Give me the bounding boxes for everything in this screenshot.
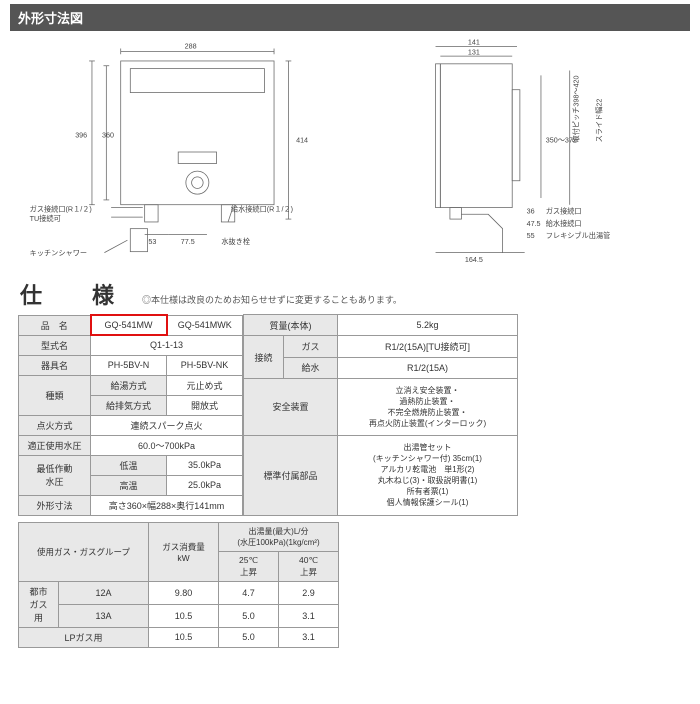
dim-slide: スライド幅22 [594,99,603,143]
cell: 40℃ 上昇 [279,551,339,581]
cell: ガス消費量 kW [149,522,219,581]
cell: ガス [284,336,338,357]
label-water2: 給水接続口 [546,219,582,228]
side-view-diagram: 141 131 350〜372 取付ピッチ398〜420 スライド幅22 36 … [354,37,680,270]
cell: 連続スパーク点火 [91,415,243,435]
cell: 給排気方式 [91,395,167,415]
header-title: 外形寸法図 [18,11,83,26]
dim-396: 396 [75,132,87,140]
spec-title: 仕 様 [20,278,128,310]
cell: 開放式 [167,395,243,415]
dim-36: 36 [527,207,535,215]
label-gas: ガス接続口(R１/２) [30,204,92,213]
cell: 2.9 [279,581,339,604]
dim-53: 53 [148,238,156,246]
label-water: 給水接続口(R１/２) [231,204,293,213]
cell: 5.2kg [338,315,518,336]
dim-47: 47.5 [527,220,541,228]
cell: PH-5BV-N [91,355,167,375]
section-header: 外形寸法図 [10,4,690,31]
dim-77.5: 77.5 [181,238,195,246]
dim-288: 288 [185,43,197,51]
dim-164: 164.5 [465,256,483,264]
cell: 給湯方式 [91,375,167,395]
cell: LPガス用 [19,627,149,647]
cell: R1/2(15A)[TU接続可] [338,336,518,357]
spec-tables: 品 名GQ-541MWGQ-541MWK 型式名Q1-1-13 器具名PH-5B… [0,314,700,648]
dim-55: 55 [527,232,535,240]
cell: 高さ360×幅288×奥行141mm [91,495,243,515]
cell: 10.5 [149,604,219,627]
cell: 60.0〜700kPa [91,435,243,455]
cell: 適正使用水圧 [19,435,91,455]
gas-table: 使用ガス・ガスグループ ガス消費量 kW 出湯量(最大)L/分 (水圧100kP… [18,522,339,648]
cell: PH-5BV-NK [167,355,243,375]
cell: 出湯量(最大)L/分 (水圧100kPa)(1kg/cm²) [219,522,339,551]
cell: 13A [59,604,149,627]
spec-table-left: 品 名GQ-541MWGQ-541MWK 型式名Q1-1-13 器具名PH-5B… [18,314,243,516]
cell: 安全装置 [244,378,338,435]
label-kitchen: キッチンシャワー [30,250,87,258]
cell: 出湯管セット (キッチンシャワー付) 35cm(1) アルカリ乾電池 単1形(2… [338,435,518,515]
cell: 点火方式 [19,415,91,435]
dim-414: 414 [296,136,308,144]
cell: 品 名 [19,315,91,335]
cell: 外形寸法 [19,495,91,515]
dim-pitch: 取付ピッチ398〜420 [571,75,580,142]
cell: R1/2(15A) [338,357,518,378]
cell: 型式名 [19,335,91,355]
dimension-diagrams: 288 396 360 414 53 77.5 ガス接続口(R１/２) TU接続… [0,37,700,270]
cell: 最低作動 水圧 [19,455,91,495]
label-drain: 水抜き栓 [221,237,250,246]
dim-131: 131 [468,48,480,56]
cell: 都市 ガス 用 [19,581,59,627]
dim-141: 141 [468,39,480,47]
cell: 4.7 [219,581,279,604]
cell: 標準付属部品 [244,435,338,515]
label-flex: フレキシブル出湯管 [546,231,611,240]
cell: 器具名 [19,355,91,375]
cell: 質量(本体) [244,315,338,336]
spec-table-right: 質量(本体)5.2kg 接続ガスR1/2(15A)[TU接続可] 給水R1/2(… [243,314,518,516]
label-gas2: ガス接続口 [546,206,582,215]
cell: 3.1 [279,604,339,627]
cell: 低温 [91,455,167,475]
cell: Q1-1-13 [91,335,243,355]
cell: 5.0 [219,627,279,647]
cell: 25.0kPa [167,475,243,495]
front-view-diagram: 288 396 360 414 53 77.5 ガス接続口(R１/２) TU接続… [20,37,346,270]
cell: 使用ガス・ガスグループ [19,522,149,581]
cell: 給水 [284,357,338,378]
label-tu: TU接続可 [30,214,61,223]
cell: 種類 [19,375,91,415]
cell: 立消え安全装置・ 過熱防止装置・ 不完全燃焼防止装置・ 再点火防止装置(インター… [338,378,518,435]
cell: 9.80 [149,581,219,604]
cell: 12A [59,581,149,604]
cell: 25℃ 上昇 [219,551,279,581]
cell: 3.1 [279,627,339,647]
cell: 5.0 [219,604,279,627]
spec-header: 仕 様 ◎本仕様は改良のためお知らせせずに変更することもあります。 [0,278,700,314]
cell: 高温 [91,475,167,495]
cell: 元止め式 [167,375,243,395]
cell: 35.0kPa [167,455,243,475]
dim-360: 360 [102,132,114,140]
cell: 接続 [244,336,284,379]
cell: GQ-541MWK [167,315,243,335]
cell: 10.5 [149,627,219,647]
cell-product-1: GQ-541MW [91,315,167,335]
spec-note: ◎本仕様は改良のためお知らせせずに変更することもあります。 [142,293,402,306]
